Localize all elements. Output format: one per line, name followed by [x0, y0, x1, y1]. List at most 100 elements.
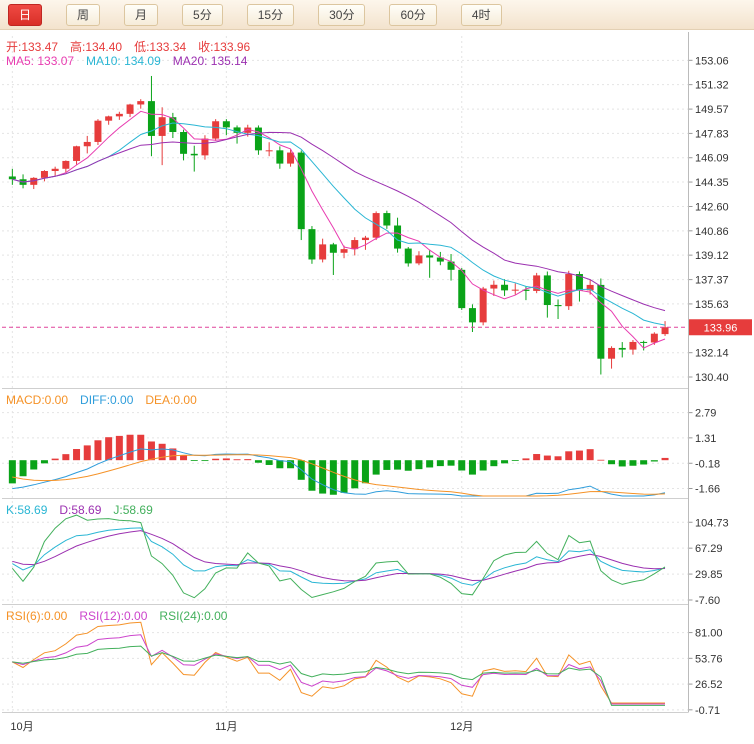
y-tick-label: 151.32 [695, 80, 729, 92]
y-tick-label: 146.09 [695, 153, 729, 165]
current-price-badge [689, 319, 752, 336]
x-axis-month-label: 12月 [450, 721, 473, 733]
macd-label: MACD:0.00 [6, 393, 69, 407]
candle [287, 149, 295, 167]
y-tick-label: -7.60 [695, 595, 720, 607]
y-tick-label: 130.40 [695, 372, 729, 384]
candle [126, 103, 134, 118]
ma-info-row: MA5: 133.07 MA10: 134.09 MA20: 135.14 [6, 54, 259, 68]
candle [158, 107, 166, 166]
candle [597, 278, 605, 375]
tab-15min[interactable]: 15分 [246, 3, 295, 26]
y-tick-label: 29.85 [695, 569, 723, 581]
candle [426, 249, 434, 278]
candle [394, 217, 402, 253]
dea-label: DEA:0.00 [145, 393, 197, 407]
kdj-k-line [12, 527, 666, 586]
kdj-d-line [12, 530, 666, 582]
ohlc-info-row: 开:133.47 高:134.40 低:133.34 收:133.96 [6, 38, 262, 55]
tab-60min[interactable]: 60分 [389, 3, 437, 26]
candle [73, 145, 81, 165]
open-label: 开:133.47 [6, 40, 59, 54]
candle [297, 150, 305, 241]
tab-5min[interactable]: 5分 [182, 3, 223, 26]
y-tick-label: 67.29 [695, 543, 723, 555]
ma20-label: MA20: 135.14 [172, 54, 248, 68]
candle [415, 251, 423, 266]
tab-30min[interactable]: 30分 [318, 3, 366, 26]
candle [511, 283, 519, 295]
y-tick-label: 81.00 [695, 628, 723, 640]
candle [618, 342, 626, 358]
candle [30, 177, 38, 190]
candle [8, 168, 16, 185]
candle [404, 247, 412, 267]
candle [254, 125, 262, 155]
y-tick-label: 53.76 [695, 653, 723, 665]
rsi12-label: RSI(12):0.00 [79, 609, 148, 623]
rsi6-label: RSI(6):0.00 [6, 609, 68, 623]
macd-diff-line [12, 448, 666, 497]
ma5-line [12, 110, 666, 349]
ma5-label: MA5: 133.07 [6, 54, 75, 68]
x-axis-month-label: 11月 [215, 721, 237, 733]
candle [468, 304, 476, 333]
candle [629, 339, 637, 355]
timeframe-toolbar: 日周月 5分 15分 30分 60分 4时 [0, 0, 754, 30]
candle [458, 268, 466, 310]
kdj-info-row: K:58.69 D:58.69 J:58.69 [6, 503, 165, 517]
candle [276, 146, 284, 169]
candle [329, 242, 337, 275]
candle [308, 226, 316, 264]
candle [533, 272, 541, 294]
tab-week[interactable]: 周 [66, 3, 101, 26]
tab-month[interactable]: 月 [124, 3, 159, 26]
candle [147, 75, 155, 157]
candle [661, 321, 669, 336]
chart-area: 153.06 151.32 149.57 147.83 146.09 144.35 142.… [0, 30, 754, 744]
candle [212, 119, 220, 141]
j-label: J:58.69 [113, 503, 153, 517]
kdj-j-line [11, 514, 666, 599]
current-price-badge-text: 133.96 [704, 322, 738, 334]
y-tick-label: 142.60 [695, 202, 729, 214]
rsi12-line [12, 634, 665, 705]
ma10-line [12, 122, 666, 326]
candle [361, 235, 369, 250]
y-tick-label: 147.83 [695, 128, 729, 140]
grid: 153.06 151.32 149.57 147.83 146.09 144.35 142.… [2, 36, 729, 717]
y-tick-label: 135.63 [695, 299, 729, 311]
candle [501, 279, 509, 296]
candle [40, 170, 48, 182]
ma10-label: MA10: 134.09 [86, 54, 161, 68]
tab-day[interactable]: 日 [8, 3, 43, 26]
candle [105, 115, 113, 125]
candle [222, 119, 230, 136]
y-tick-label: -0.18 [695, 458, 720, 470]
candle [62, 160, 70, 173]
y-tick-label: 137.37 [695, 275, 729, 287]
candlesticks [8, 75, 669, 375]
candle [490, 280, 498, 296]
high-label: 高:134.40 [70, 40, 123, 54]
y-tick-label: 104.73 [695, 517, 729, 529]
tab-4hour[interactable]: 4时 [460, 3, 502, 26]
candle [115, 111, 123, 120]
candle [383, 210, 391, 229]
rsi-info-row: RSI(6):0.00 RSI(12):0.00 RSI(24):0.00 [6, 609, 239, 623]
y-tick-label: 26.52 [695, 679, 723, 691]
y-tick-label: 1.31 [695, 433, 716, 445]
close-label: 收:133.96 [198, 40, 251, 54]
candle [190, 145, 198, 172]
rsi6-line [12, 621, 665, 704]
candle [543, 271, 551, 318]
macd-info-row: MACD:0.00 DIFF:0.00 DEA:0.00 [6, 393, 209, 407]
candle [608, 346, 616, 369]
candle [372, 211, 380, 241]
candle [83, 135, 91, 154]
d-label: D:58.69 [59, 503, 102, 517]
candle [554, 299, 562, 320]
chart-canvas[interactable]: 153.06 151.32 149.57 147.83 146.09 144.35 142.… [0, 30, 754, 744]
candle [94, 119, 102, 146]
candle [169, 112, 177, 139]
